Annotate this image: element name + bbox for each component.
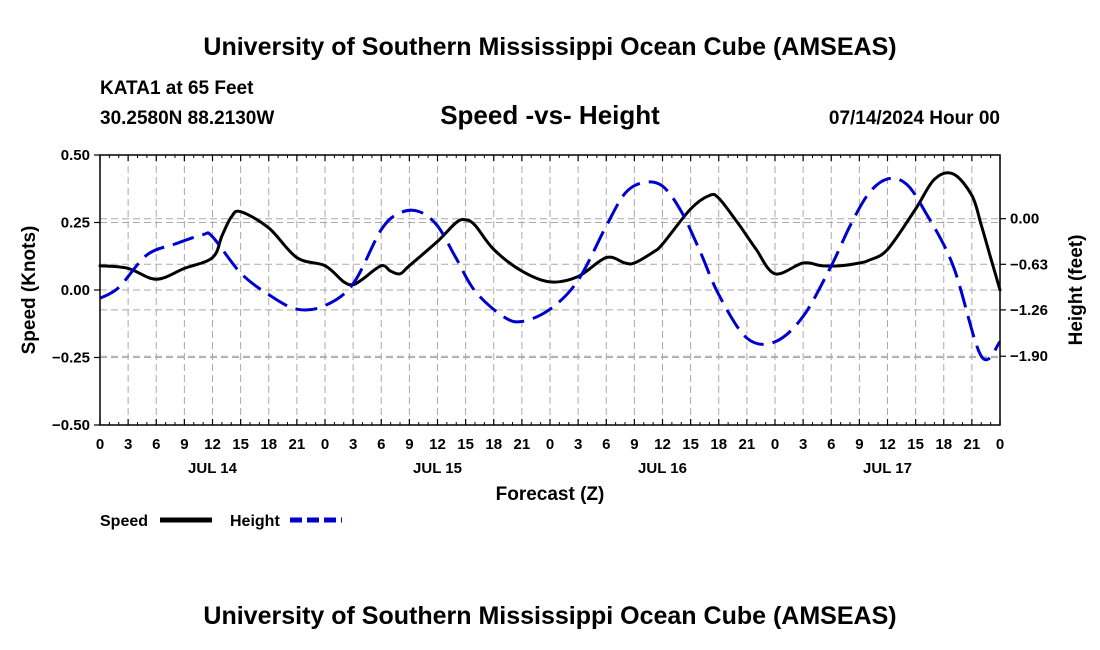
x-tick-label: 21 — [964, 436, 981, 453]
x-tick-label: 21 — [739, 436, 756, 453]
x-tick-label: 3 — [124, 436, 132, 453]
y-left-tick-label: 0.00 — [61, 282, 90, 299]
y-left-tick-label: 0.50 — [61, 147, 90, 164]
axis-ticks: 0 3 6 9 12 15 18 21 0 3 6 9 12 15 18 21 0 3 6 9 12 15 18 21 0 3 6 9… — [52, 147, 1048, 477]
x-tick-label: 9 — [180, 436, 188, 453]
x-tick-label: 0 — [546, 436, 554, 453]
x-tick-label: 15 — [907, 436, 924, 453]
station-coords: 30.2580N 88.2130W — [100, 108, 274, 129]
legend-height-label: Height — [230, 513, 280, 530]
x-tick-label: 21 — [289, 436, 306, 453]
x-tick-label: 3 — [574, 436, 582, 453]
y-axis-right-label: Height (feet) — [1066, 235, 1087, 346]
y-right-tick-label: −1.26 — [1010, 302, 1048, 319]
x-tick-label: 18 — [485, 436, 502, 453]
x-tick-label: 12 — [879, 436, 896, 453]
x-tick-label: 18 — [935, 436, 952, 453]
day-label: JUL 16 — [638, 460, 687, 477]
y-left-tick-label: −0.50 — [52, 417, 90, 434]
y-right-tick-label: 0.00 — [1010, 211, 1039, 228]
x-tick-label: 21 — [514, 436, 531, 453]
x-tick-label: 15 — [232, 436, 249, 453]
x-tick-label: 6 — [152, 436, 160, 453]
page-title: University of Southern Mississippi Ocean… — [203, 33, 896, 61]
legend: Speed Height — [100, 513, 342, 530]
day-label: JUL 14 — [188, 460, 238, 477]
x-tick-label: 9 — [405, 436, 413, 453]
y-axis-left-label: Speed (Knots) — [19, 226, 40, 355]
y-left-tick-label: 0.25 — [61, 215, 90, 232]
day-label: JUL 15 — [413, 460, 462, 477]
x-tick-label: 12 — [204, 436, 221, 453]
x-tick-label: 12 — [429, 436, 446, 453]
x-tick-label: 15 — [682, 436, 699, 453]
x-axis-label: Forecast (Z) — [496, 484, 605, 505]
x-tick-label: 9 — [630, 436, 638, 453]
y-left-tick-label: −0.25 — [52, 350, 90, 367]
chart-title: Speed -vs- Height — [440, 100, 660, 130]
x-tick-label: 6 — [827, 436, 835, 453]
x-tick-label: 15 — [457, 436, 474, 453]
day-label: JUL 17 — [863, 460, 912, 477]
y-right-tick-label: −1.90 — [1010, 348, 1048, 365]
x-tick-label: 6 — [602, 436, 610, 453]
x-tick-label: 0 — [96, 436, 104, 453]
x-tick-label: 3 — [799, 436, 807, 453]
x-tick-label: 0 — [321, 436, 329, 453]
forecast-date: 07/14/2024 Hour 00 — [829, 108, 1000, 129]
x-tick-label: 18 — [710, 436, 727, 453]
x-tick-label: 18 — [260, 436, 277, 453]
x-tick-label: 12 — [654, 436, 671, 453]
x-tick-label: 6 — [377, 436, 385, 453]
x-tick-label: 0 — [996, 436, 1004, 453]
x-tick-label: 0 — [771, 436, 779, 453]
x-tick-label: 9 — [855, 436, 863, 453]
y-right-tick-label: −0.63 — [1010, 256, 1048, 273]
legend-speed-label: Speed — [100, 513, 148, 530]
series-layer — [98, 171, 1002, 362]
height-series-line — [99, 176, 1002, 362]
grid — [100, 155, 1000, 425]
footer-title: University of Southern Mississippi Ocean… — [203, 602, 896, 630]
x-tick-label: 3 — [349, 436, 357, 453]
speed-series-line — [98, 171, 1002, 292]
station-label: KATA1 at 65 Feet — [100, 78, 254, 99]
